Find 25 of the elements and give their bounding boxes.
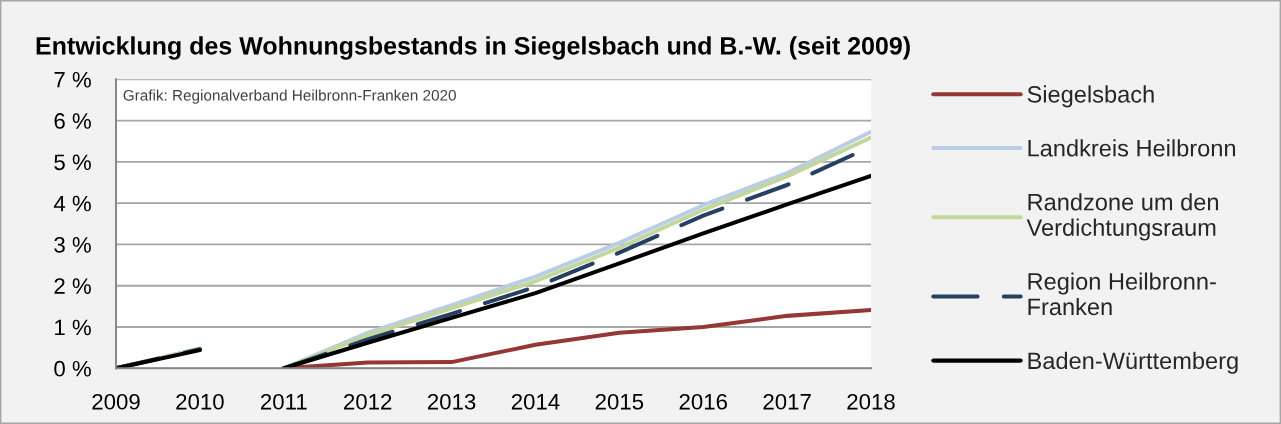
x-tick-label: 2011: [261, 393, 307, 410]
x-tick-label: 2013: [427, 393, 476, 410]
x-tick-label: 2017: [763, 393, 811, 410]
legend-label: Baden-Württemberg: [1028, 351, 1238, 374]
y-tick-label: 1 %: [55, 319, 91, 336]
legend-label: Region Heilbronn- Franken: [1028, 272, 1216, 316]
x-tick-label: 2012: [344, 393, 392, 410]
y-tick-label: 6 %: [54, 113, 91, 129]
y-tick-label: 4 %: [53, 195, 91, 212]
chart-title: Entwicklung des Wohnungsbestands in Siegelsbach und B.-W. (seit 2009): [36, 36, 910, 60]
x-tick-label: 2018: [847, 393, 895, 410]
y-tick-label: 2 %: [54, 278, 91, 294]
legend-label: Siegelsbach: [1027, 85, 1154, 108]
x-tick-label: 2014: [511, 393, 560, 410]
x-tick-label: 2015: [595, 393, 644, 410]
legend-label: Landkreis Heilbronn: [1028, 139, 1236, 157]
x-tick-label: 2009: [92, 393, 140, 410]
y-tick-label: 7 %: [54, 71, 91, 88]
y-tick-label: 0 %: [54, 360, 91, 377]
x-tick-label: 2016: [679, 393, 727, 410]
annotation: Grafik: Regionalverband Heilbronn-Franken 2020: [123, 89, 456, 104]
legend-label: Randzone um den Verdichtungsraum: [1026, 193, 1218, 241]
y-tick-label: 5 %: [54, 154, 91, 171]
x-tick-label: 2010: [176, 393, 224, 410]
y-tick-label: 3 %: [54, 236, 91, 253]
